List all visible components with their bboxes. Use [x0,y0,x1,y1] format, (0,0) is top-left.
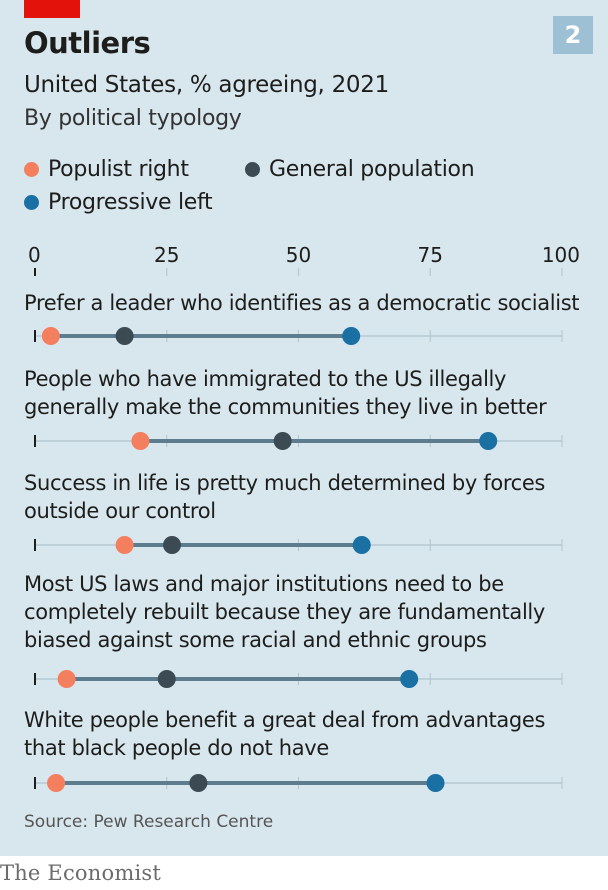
legend-dot-icon [24,162,39,177]
question-label-4: Most US laws and major institutions need… [24,572,545,652]
dot-range-chart: 0 25 50 75 100 [28,243,580,792]
legend-label: General population [269,157,475,182]
populist-right-dot [41,327,60,345]
question-label-5: White people benefit a great deal from a… [24,708,546,760]
chart-panel [0,0,608,856]
x-tick-label: 25 [154,243,179,267]
question-label-3: Success in life is pretty much determine… [24,471,546,523]
progressive-left-dot [426,774,445,792]
progressive-left-dot [342,327,361,345]
x-tick-label: 0 [28,243,41,267]
general-population-dot [115,327,134,345]
legend-label: Populist right [48,157,189,182]
brand-red-bar [24,0,80,18]
x-tick-label: 50 [286,243,311,267]
legend-dot-icon [24,195,39,210]
legend-label: Progressive left [48,190,213,215]
general-population-dot [157,670,176,688]
chart-subtitle: United States, % agreeing, 2021 [24,72,389,98]
populist-right-dot [131,432,150,450]
economist-logo: The Economist [0,861,161,885]
legend-populist-right: Populist right [24,157,189,182]
general-population-dot [189,774,208,792]
populist-right-dot [47,774,66,792]
x-tick-label: 100 [542,243,580,267]
legend-progressive-left: Progressive left [24,190,213,215]
chart-number-badge: 2 [553,16,593,54]
populist-right-dot [115,536,134,554]
general-population-dot [163,536,182,554]
source-note: Source: Pew Research Centre [24,812,274,832]
populist-right-dot [57,670,76,688]
progressive-left-dot [479,432,498,450]
progressive-left-dot [400,670,419,688]
legend-general-population: General population [245,157,475,182]
chart-title: Outliers [24,26,151,60]
question-label-2: People who have immigrated to the US ill… [24,367,547,419]
chart-subtitle-typology: By political typology [24,106,242,131]
progressive-left-dot [352,536,371,554]
general-population-dot [273,432,292,450]
x-tick-label: 75 [418,243,443,267]
question-label-1: Prefer a leader who identifies as a demo… [24,291,580,315]
legend-dot-icon [245,162,260,177]
